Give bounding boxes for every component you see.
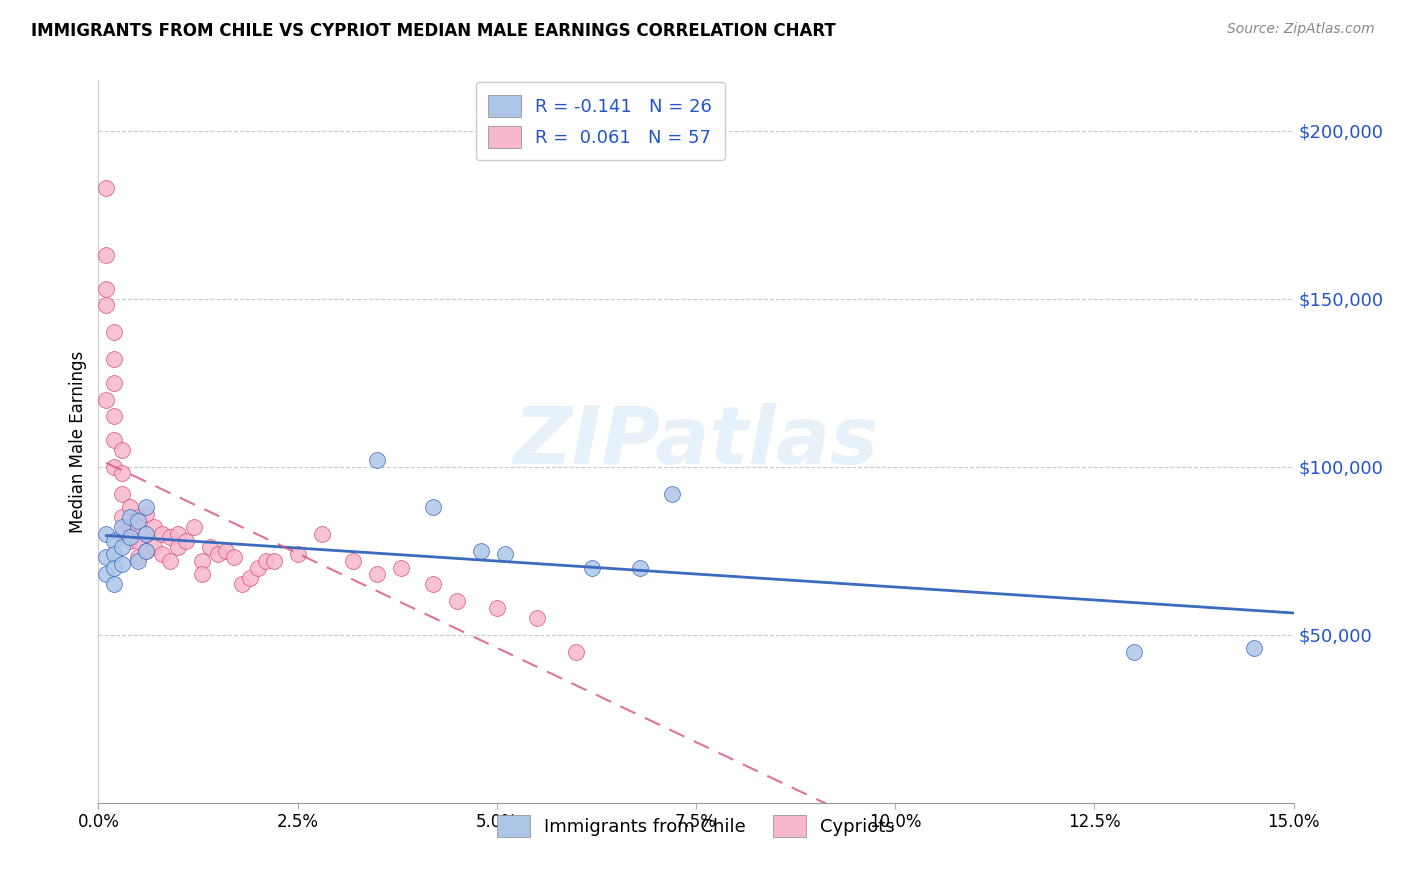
Point (111, 558, 134, 572)
Point (159, 554, 181, 568)
Point (135, 543, 157, 558)
Point (120, 520, 142, 534)
Point (191, 554, 214, 568)
Point (103, 459, 125, 474)
Point (111, 486, 134, 500)
Point (150, 547, 173, 561)
Legend: Immigrants from Chile, Cypriots: Immigrants from Chile, Cypriots (491, 808, 901, 845)
Point (135, 527, 157, 541)
Point (167, 527, 190, 541)
Point (127, 554, 149, 568)
Point (103, 326, 125, 340)
Point (1123, 644, 1146, 658)
Point (135, 527, 157, 541)
Point (231, 577, 253, 591)
Point (422, 577, 444, 591)
Point (565, 644, 588, 658)
Point (287, 547, 309, 561)
Point (239, 571, 262, 585)
Point (366, 567, 388, 582)
Point (446, 594, 468, 608)
Point (342, 554, 364, 568)
Point (127, 550, 149, 565)
Text: Source: ZipAtlas.com: Source: ZipAtlas.com (1227, 22, 1375, 37)
Point (191, 567, 214, 582)
Point (135, 543, 157, 558)
Point (246, 560, 269, 574)
Point (135, 507, 157, 521)
Point (183, 520, 205, 534)
Point (103, 577, 125, 591)
Point (159, 530, 181, 544)
Point (150, 527, 173, 541)
Point (127, 520, 149, 534)
Point (143, 541, 166, 555)
Point (103, 547, 125, 561)
Point (96, 181, 118, 195)
Point (174, 533, 197, 548)
Point (135, 500, 157, 514)
Point (167, 541, 190, 555)
Point (422, 500, 444, 514)
Point (628, 560, 651, 574)
Point (111, 442, 134, 457)
Point (127, 533, 149, 548)
Point (96, 298, 118, 312)
Point (120, 510, 142, 524)
Point (103, 376, 125, 390)
Point (485, 600, 508, 615)
Point (143, 520, 166, 534)
Point (198, 541, 221, 555)
Point (311, 527, 333, 541)
Point (120, 500, 142, 514)
Point (222, 550, 245, 565)
Point (111, 467, 134, 481)
Point (111, 510, 134, 524)
Point (103, 560, 125, 574)
Point (111, 520, 134, 534)
Text: ZIPatlas: ZIPatlas (513, 402, 879, 481)
Point (661, 486, 683, 500)
Point (366, 453, 388, 467)
Point (96, 282, 118, 296)
Point (96, 248, 118, 262)
Point (207, 547, 229, 561)
Point (581, 560, 603, 574)
Point (96, 567, 118, 582)
Point (103, 533, 125, 548)
Y-axis label: Median Male Earnings: Median Male Earnings (69, 351, 87, 533)
Point (103, 409, 125, 424)
Point (1243, 641, 1265, 656)
Text: IMMIGRANTS FROM CHILE VS CYPRIOT MEDIAN MALE EARNINGS CORRELATION CHART: IMMIGRANTS FROM CHILE VS CYPRIOT MEDIAN … (31, 22, 835, 40)
Point (111, 541, 134, 555)
Point (127, 514, 149, 528)
Point (103, 352, 125, 367)
Point (389, 560, 412, 574)
Point (215, 543, 238, 558)
Point (111, 527, 134, 541)
Point (127, 510, 149, 524)
Point (494, 547, 516, 561)
Point (254, 554, 277, 568)
Point (120, 533, 142, 548)
Point (470, 543, 492, 558)
Point (96, 392, 118, 407)
Point (96, 550, 118, 565)
Point (103, 433, 125, 447)
Point (263, 554, 285, 568)
Point (96, 527, 118, 541)
Point (526, 611, 548, 625)
Point (120, 530, 142, 544)
